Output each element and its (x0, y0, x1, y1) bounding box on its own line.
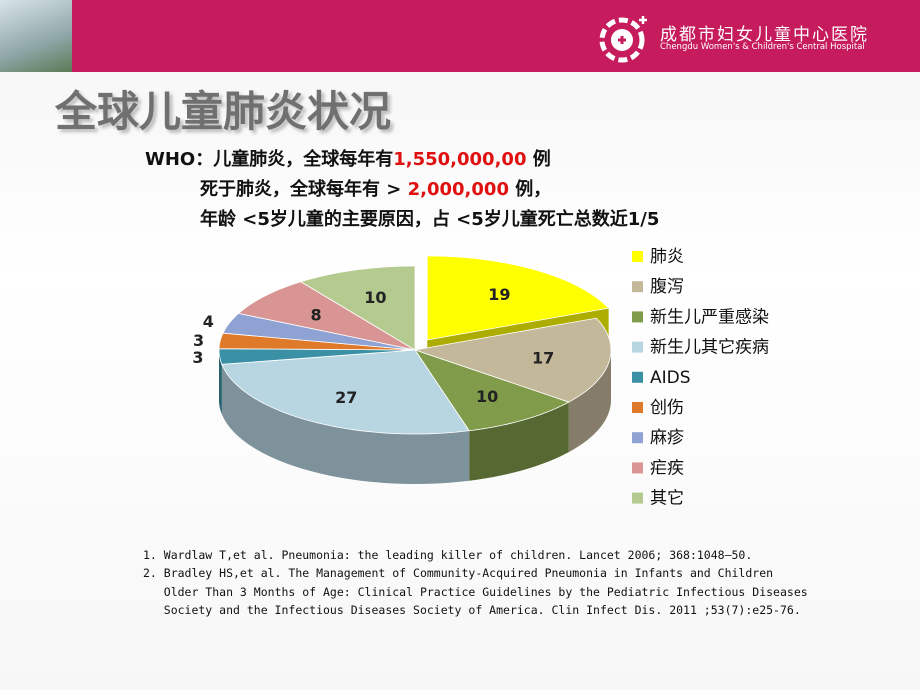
slice (414, 349, 570, 432)
data-label: 8 (310, 305, 321, 324)
hospital-name: 成都市妇女儿童中心医院 (660, 25, 869, 45)
text-segment: 年龄 <5岁儿童的主要原因，占 <5岁儿童死亡总数近1/5 (200, 209, 660, 230)
slice (299, 265, 416, 351)
reference: Society and the Infectious Diseases Soci… (143, 602, 801, 617)
slice (414, 317, 612, 403)
legend-swatch (632, 462, 643, 474)
header-photo (0, 0, 72, 72)
slice (218, 348, 416, 365)
reference: 1. Wardlaw T,et al. Pneumonia: the leadi… (143, 548, 753, 562)
legend-label: AIDS (650, 368, 691, 388)
legend-label: 新生儿严重感染 (650, 307, 769, 327)
data-label: 27 (335, 388, 357, 407)
highlight-number: 1,550,000,00 (393, 149, 527, 170)
reference: 2. Bradley HS,et al. The Management of C… (143, 566, 774, 581)
legend-swatch (632, 492, 643, 504)
data-label: 10 (476, 387, 498, 406)
header-band (0, 0, 920, 72)
logo (599, 16, 647, 63)
legend-swatch (632, 251, 643, 262)
text-segment: 例， (508, 179, 552, 200)
slice-side (568, 350, 611, 453)
legend-swatch (632, 432, 643, 444)
legend-swatch (632, 341, 643, 353)
text-line: 死于肺炎，全球每年有 > 2,000,000 例， (200, 175, 551, 201)
slide-title: 全球儿童肺炎状况 (55, 87, 392, 136)
highlight-number: 2,000,000 (407, 179, 509, 200)
legend-label: 麻疹 (650, 428, 684, 448)
data-label: 19 (488, 285, 510, 304)
text-segment: 死于肺炎，全球每年有 > (200, 179, 408, 200)
data-label: 17 (532, 349, 554, 368)
slice-side (221, 364, 470, 484)
hospital-name-en: Chengdu Women's & Children's Central Hos… (660, 42, 865, 52)
data-label: 10 (364, 288, 386, 307)
text-line: WHO：儿童肺炎，全球每年有1,550,000,00 例 (145, 145, 551, 171)
slice-side (469, 402, 569, 481)
slice (237, 281, 416, 351)
legend-swatch (632, 402, 643, 413)
legend-label: 新生儿其它疾病 (650, 338, 769, 358)
text-segment: WHO：儿童肺炎，全球每年有 (145, 149, 394, 170)
legend-swatch (632, 311, 643, 323)
data-label: 3 (192, 348, 203, 367)
legend-label: 肺炎 (650, 247, 684, 267)
legend-swatch (632, 281, 643, 293)
slice (221, 349, 470, 435)
text-segment: 例 (526, 149, 551, 170)
data-label: 4 (203, 312, 214, 331)
slice (426, 255, 610, 341)
text-line: 年龄 <5岁儿童的主要原因，占 <5岁儿童死亡总数近1/5 (200, 205, 659, 231)
reference: Older Than 3 Months of Age: Clinical Pra… (143, 584, 808, 599)
legend-label: 疟疾 (650, 458, 684, 478)
slice-side (219, 350, 222, 415)
legend-label: 创伤 (650, 398, 684, 418)
legend-label: 其它 (650, 489, 684, 509)
legend-label: 腹泻 (650, 277, 684, 297)
legend-swatch (632, 371, 643, 383)
data-label: 3 (193, 331, 204, 350)
slice (222, 312, 416, 351)
